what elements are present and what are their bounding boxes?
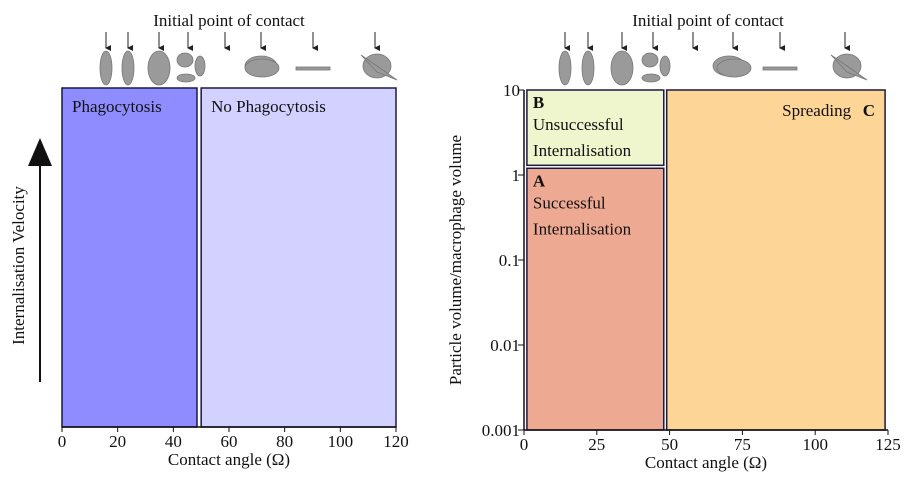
x-axis-label: Contact angle (Ω) [645,453,767,472]
region-label: Internalisation [533,219,632,238]
x-axis-label: Contact angle (Ω) [168,450,290,469]
x-tick-label: 100 [802,435,828,454]
region [62,88,197,427]
region-label: No Phagocytosis [211,97,326,116]
particle-icon [177,74,195,82]
x-tick-label: 40 [165,432,182,451]
figure: Initial point of contact Phagocytosis No P… [0,0,905,477]
region-label: Spreading [782,101,851,120]
x-tick-label: 100 [328,432,354,451]
region [667,90,885,430]
particle-icon [245,59,279,77]
chart-title: Initial point of contact [632,11,784,30]
particle-icon [642,74,660,82]
particle-icon [611,51,633,85]
x-tick-label: 80 [276,432,293,451]
particle-icon [763,67,797,70]
y-tick-label: 1 [512,166,521,185]
x-tick-label: 0 [520,435,529,454]
x-tick-label: 60 [221,432,238,451]
y-tick-label: 0.001 [482,421,520,440]
particle-icon [582,51,594,85]
region-letter: A [533,171,546,190]
x-tick-label: 50 [661,435,678,454]
region-label: Phagocytosis [72,97,162,116]
x-tick-label: 125 [875,435,901,454]
region-label: Internalisation [533,141,632,160]
y-axis-label: Particle volume/macrophage volume [446,135,465,385]
y-tick-label: 0.01 [490,336,520,355]
x-tick-label: 120 [383,432,409,451]
region-letter: C [863,101,875,120]
x-tick-label: 75 [734,435,751,454]
particle-icon [559,51,571,85]
y-axis-label: Internalisation Velocity [9,186,28,345]
particle-icon [122,51,134,85]
chart-title: Initial point of contact [153,11,305,30]
region-letter: B [533,93,544,112]
region-label: Successful [533,193,606,212]
x-tick-label: 20 [109,432,126,451]
region-label: Unsuccessful [533,115,624,134]
particle-icon [660,56,670,76]
particle-icon [195,56,205,76]
y-tick-label: 10 [503,81,520,100]
particle-icon [177,53,193,67]
particle-icon [148,51,170,85]
particle-icon [296,67,330,70]
x-tick-label: 0 [58,432,67,451]
x-tick-label: 25 [588,435,605,454]
particle-icons [100,32,867,85]
particle-icon [100,51,112,85]
region [201,88,396,427]
particle-icon [642,53,658,67]
particle-icon [717,59,751,77]
y-tick-label: 0.1 [499,251,520,270]
